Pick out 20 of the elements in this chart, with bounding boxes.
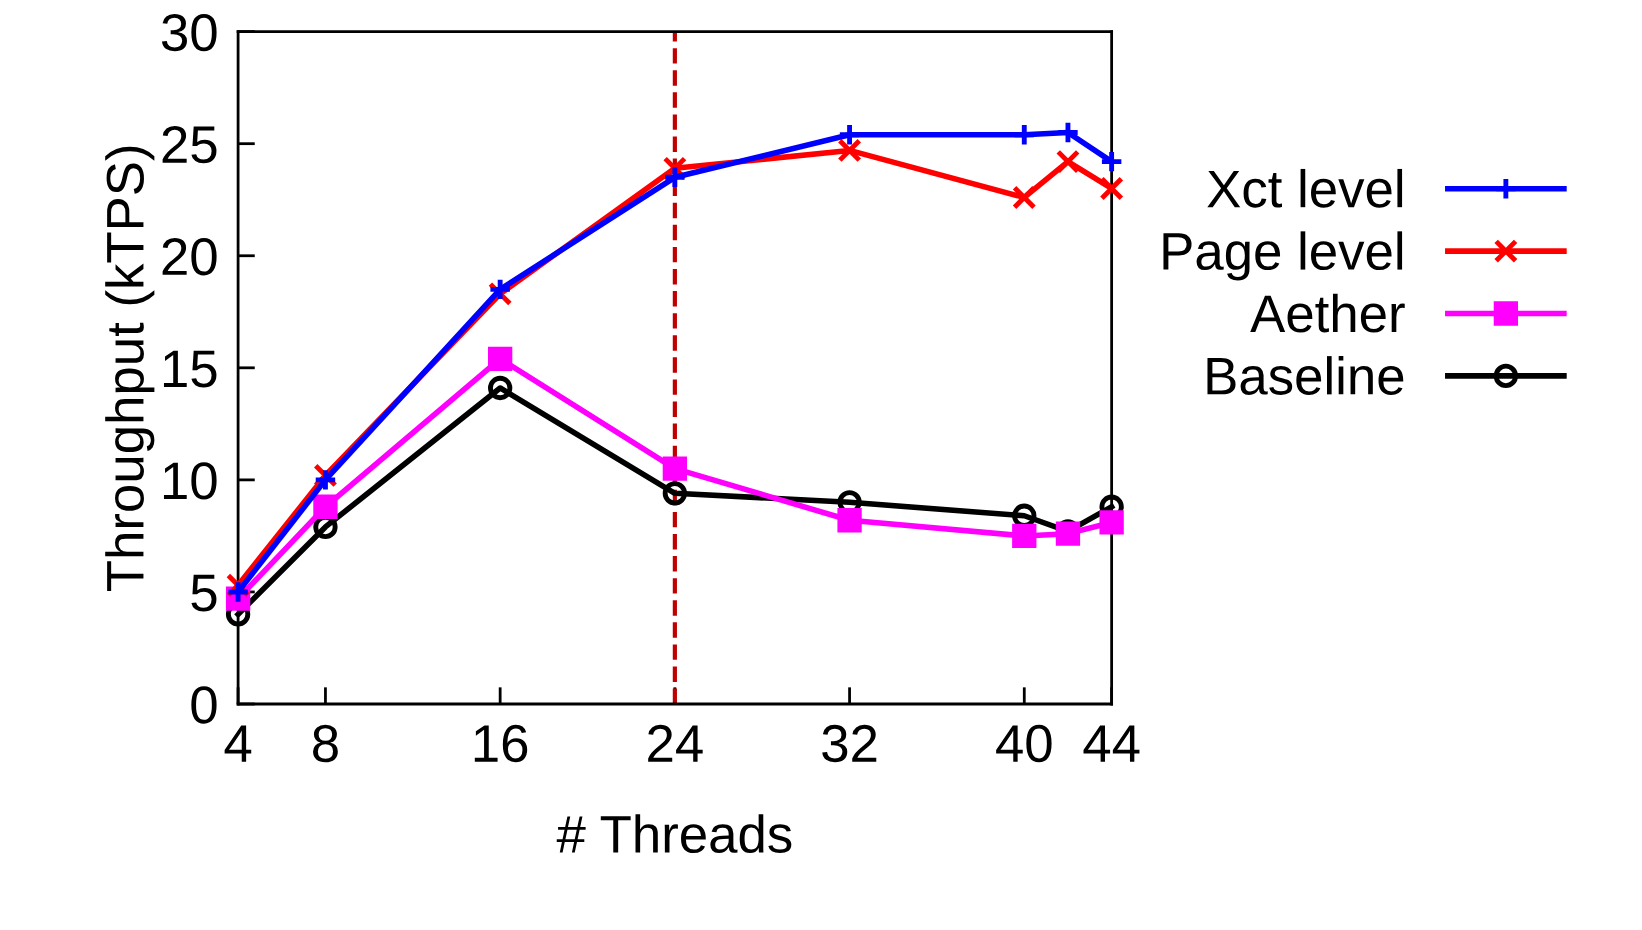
x-tick-label: 40 xyxy=(996,724,1052,763)
y-tick-label: 25 xyxy=(162,125,217,164)
y-tick-label: 5 xyxy=(191,574,217,612)
y-tick-label: 20 xyxy=(162,238,217,276)
x-tick-label: 8 xyxy=(313,724,338,763)
y-tick-label: 10 xyxy=(163,462,217,500)
x-tick-label: 32 xyxy=(822,724,877,763)
x-tick-label: 24 xyxy=(648,724,703,762)
x-tick-label: 16 xyxy=(474,724,528,763)
legend-label: Aether xyxy=(1250,293,1405,333)
y-axis-title: Throughput (kTPS) xyxy=(105,146,155,592)
x-tick-label: 4 xyxy=(224,725,252,762)
y-tick-label: 0 xyxy=(191,686,217,724)
x-tick-label: 44 xyxy=(1083,725,1140,762)
legend-label: Page level xyxy=(1163,231,1403,281)
y-tick-label: 15 xyxy=(163,350,217,388)
x-axis-title: # Threads xyxy=(556,814,792,854)
legend-label: Baseline xyxy=(1207,356,1404,395)
legend-label: Xct level xyxy=(1207,168,1403,208)
y-tick-label: 30 xyxy=(161,13,217,52)
